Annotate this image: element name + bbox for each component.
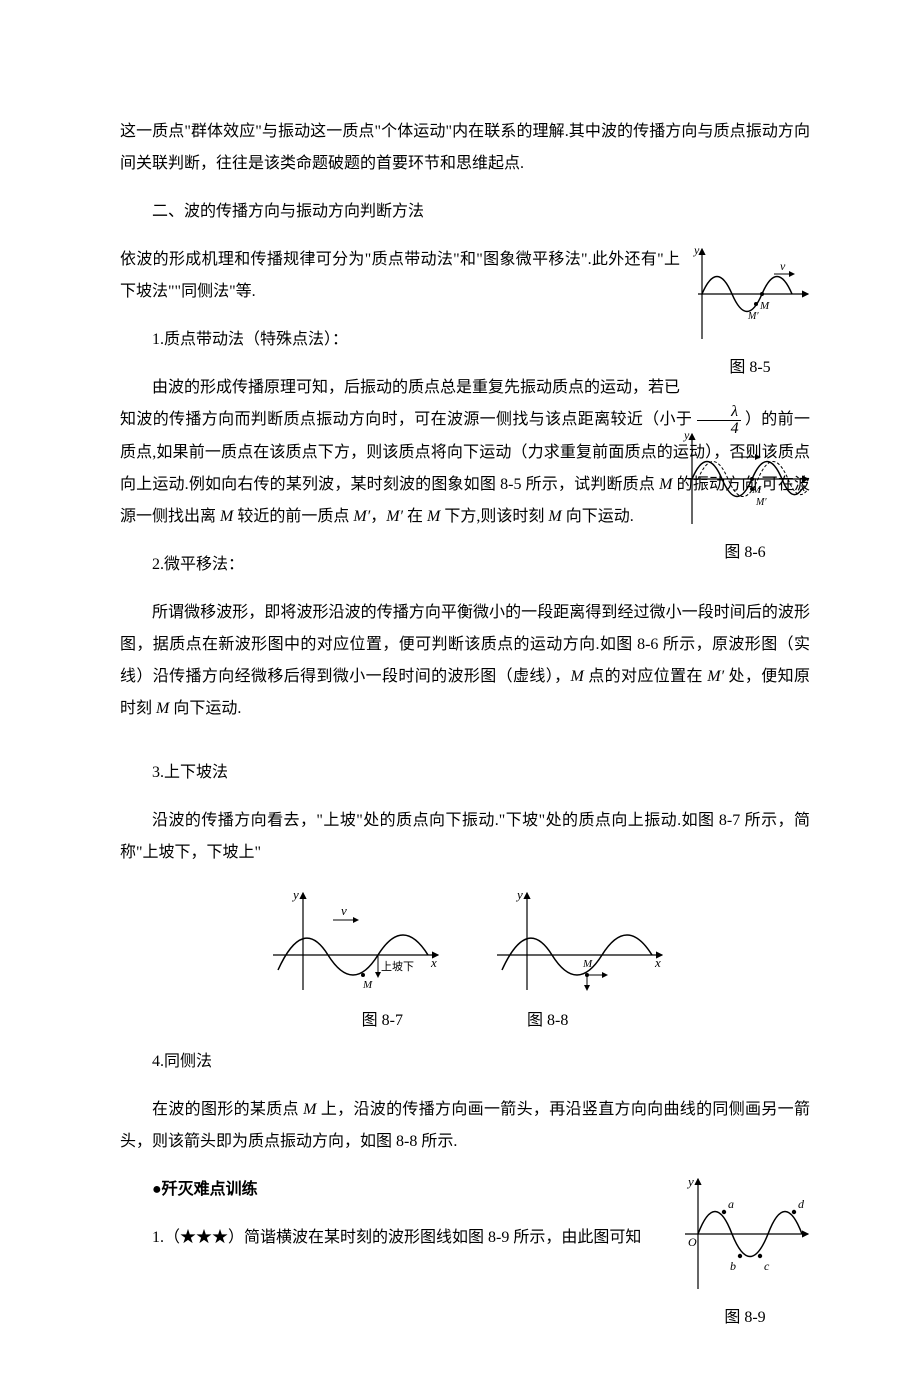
svg-text:x: x xyxy=(430,955,437,970)
method-3-body: 沿波的传播方向看去，"上坡"处的质点向下振动."下坡"处的质点向上振动.如图 8… xyxy=(120,805,810,869)
intro-paragraph: 这一质点"群体效应"与振动这一质点"个体运动"内在联系的理解.其中波的传播方向与… xyxy=(120,116,810,180)
svg-text:上坡下: 上坡下 xyxy=(381,960,414,973)
svg-text:y: y xyxy=(686,1174,694,1189)
svg-text:M: M xyxy=(759,300,770,312)
wave-diagram-8-7: y x v M 上坡下 xyxy=(263,885,443,995)
figure-8-5: y v M M′ 图 8-5 xyxy=(690,244,810,377)
figures-8-7-8-8: y x v M 上坡下 y x M xyxy=(120,885,810,1000)
method-4-body: 在波的图形的某质点 M 上，沿波的传播方向画一箭头，再沿竖直方向向曲线的同侧画另… xyxy=(120,1094,810,1158)
svg-text:M: M xyxy=(582,958,593,970)
svg-text:b: b xyxy=(730,1259,736,1273)
wave-diagram-8-8: y x M xyxy=(487,885,667,995)
fraction-lambda-4: λ 4 xyxy=(697,404,741,437)
method-4-title: 4.同侧法 xyxy=(120,1046,810,1078)
svg-text:a: a xyxy=(728,1197,734,1211)
svg-text:v: v xyxy=(780,259,786,273)
page: 这一质点"群体效应"与振动这一质点"个体运动"内在联系的理解.其中波的传播方向与… xyxy=(0,0,920,1387)
method-3-title: 3.上下坡法 xyxy=(120,757,810,789)
wave-diagram-8-5: y v M M′ xyxy=(690,244,810,344)
svg-text:d: d xyxy=(798,1197,805,1211)
frac-numerator: λ xyxy=(697,404,741,421)
svg-text:O: O xyxy=(688,1235,697,1249)
svg-text:M′: M′ xyxy=(747,311,759,322)
figure-8-8-caption: 图 8-8 xyxy=(527,1006,568,1030)
svg-text:v: v xyxy=(341,903,347,918)
figure-7-8-captions: 图 8-7 图 8-8 xyxy=(120,1006,810,1030)
figure-8-9: y O a b c d 图 8-9 xyxy=(680,1174,810,1327)
svg-text:y: y xyxy=(515,887,523,902)
svg-text:c: c xyxy=(764,1259,770,1273)
figure-8-5-caption: 图 8-5 xyxy=(690,353,810,377)
svg-text:x: x xyxy=(654,955,661,970)
svg-text:y: y xyxy=(291,887,299,902)
frac-denominator: 4 xyxy=(697,421,741,437)
m1-text-a: 由波的形成传播原理可知，后振动的质点总是重复先振动质点的运动，若已知波的传播方向… xyxy=(120,379,692,428)
method-2-body: 所谓微移波形，即将波形沿波的传播方向平衡微小的一段距离得到经过微小一段时间后的波… xyxy=(120,597,810,725)
figure-8-9-caption: 图 8-9 xyxy=(680,1303,810,1327)
figure-8-7-caption: 图 8-7 xyxy=(362,1006,403,1030)
wave-diagram-8-9: y O a b c d xyxy=(680,1174,810,1294)
svg-text:y: y xyxy=(693,244,700,257)
figure-8-6-caption: 图 8-6 xyxy=(680,538,810,562)
svg-text:M: M xyxy=(362,979,373,991)
section-2-title: 二、波的传播方向与振动方向判断方法 xyxy=(120,196,810,228)
